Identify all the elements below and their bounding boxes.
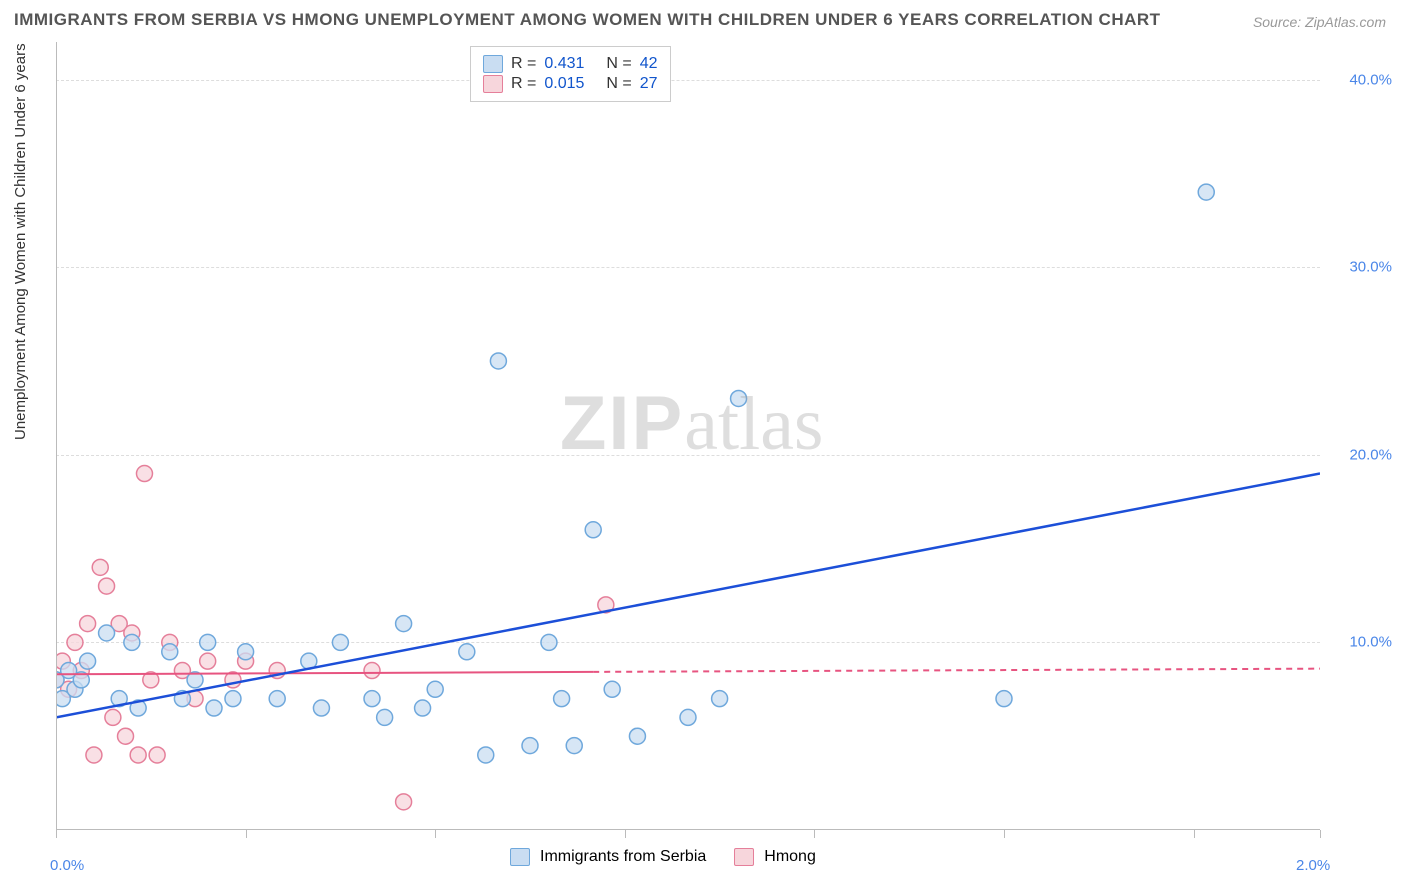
chart-title: IMMIGRANTS FROM SERBIA VS HMONG UNEMPLOY…: [14, 10, 1161, 30]
legend-stat-row: R = 0.015 N = 27: [483, 75, 658, 93]
source-label: Source: ZipAtlas.com: [1253, 14, 1386, 30]
n-prefix: N =: [606, 75, 631, 93]
n-value: 27: [640, 75, 658, 93]
legend-swatch: [510, 848, 530, 866]
n-value: 42: [640, 55, 658, 73]
r-prefix: R =: [511, 55, 536, 73]
legend-swatch: [483, 55, 503, 73]
legend-swatch: [483, 75, 503, 93]
r-value: 0.431: [544, 55, 584, 73]
x-tick-mark: [1194, 830, 1195, 838]
y-tick-label: 10.0%: [1349, 634, 1392, 651]
r-value: 0.015: [544, 75, 584, 93]
y-tick-label: 30.0%: [1349, 259, 1392, 276]
x-tick-label: 0.0%: [50, 857, 84, 874]
x-tick-mark: [814, 830, 815, 838]
x-tick-mark: [1320, 830, 1321, 838]
y-axis-label: Unemployment Among Women with Children U…: [12, 43, 29, 440]
legend-stat-row: R = 0.431 N = 42: [483, 55, 658, 73]
x-tick-mark: [435, 830, 436, 838]
x-tick-mark: [246, 830, 247, 838]
n-prefix: N =: [606, 55, 631, 73]
legend-label: Hmong: [764, 848, 816, 866]
y-tick-label: 40.0%: [1349, 71, 1392, 88]
legend-label: Immigrants from Serbia: [540, 848, 706, 866]
legend-swatch: [734, 848, 754, 866]
legend-stats: R = 0.431 N = 42 R = 0.015 N = 27: [470, 46, 671, 102]
legend-series: Immigrants from Serbia Hmong: [510, 848, 834, 866]
x-tick-mark: [625, 830, 626, 838]
y-tick-label: 20.0%: [1349, 446, 1392, 463]
x-tick-mark: [56, 830, 57, 838]
plot-area-border: [56, 42, 1320, 830]
x-tick-label: 2.0%: [1296, 857, 1330, 874]
r-prefix: R =: [511, 75, 536, 93]
x-tick-mark: [1004, 830, 1005, 838]
